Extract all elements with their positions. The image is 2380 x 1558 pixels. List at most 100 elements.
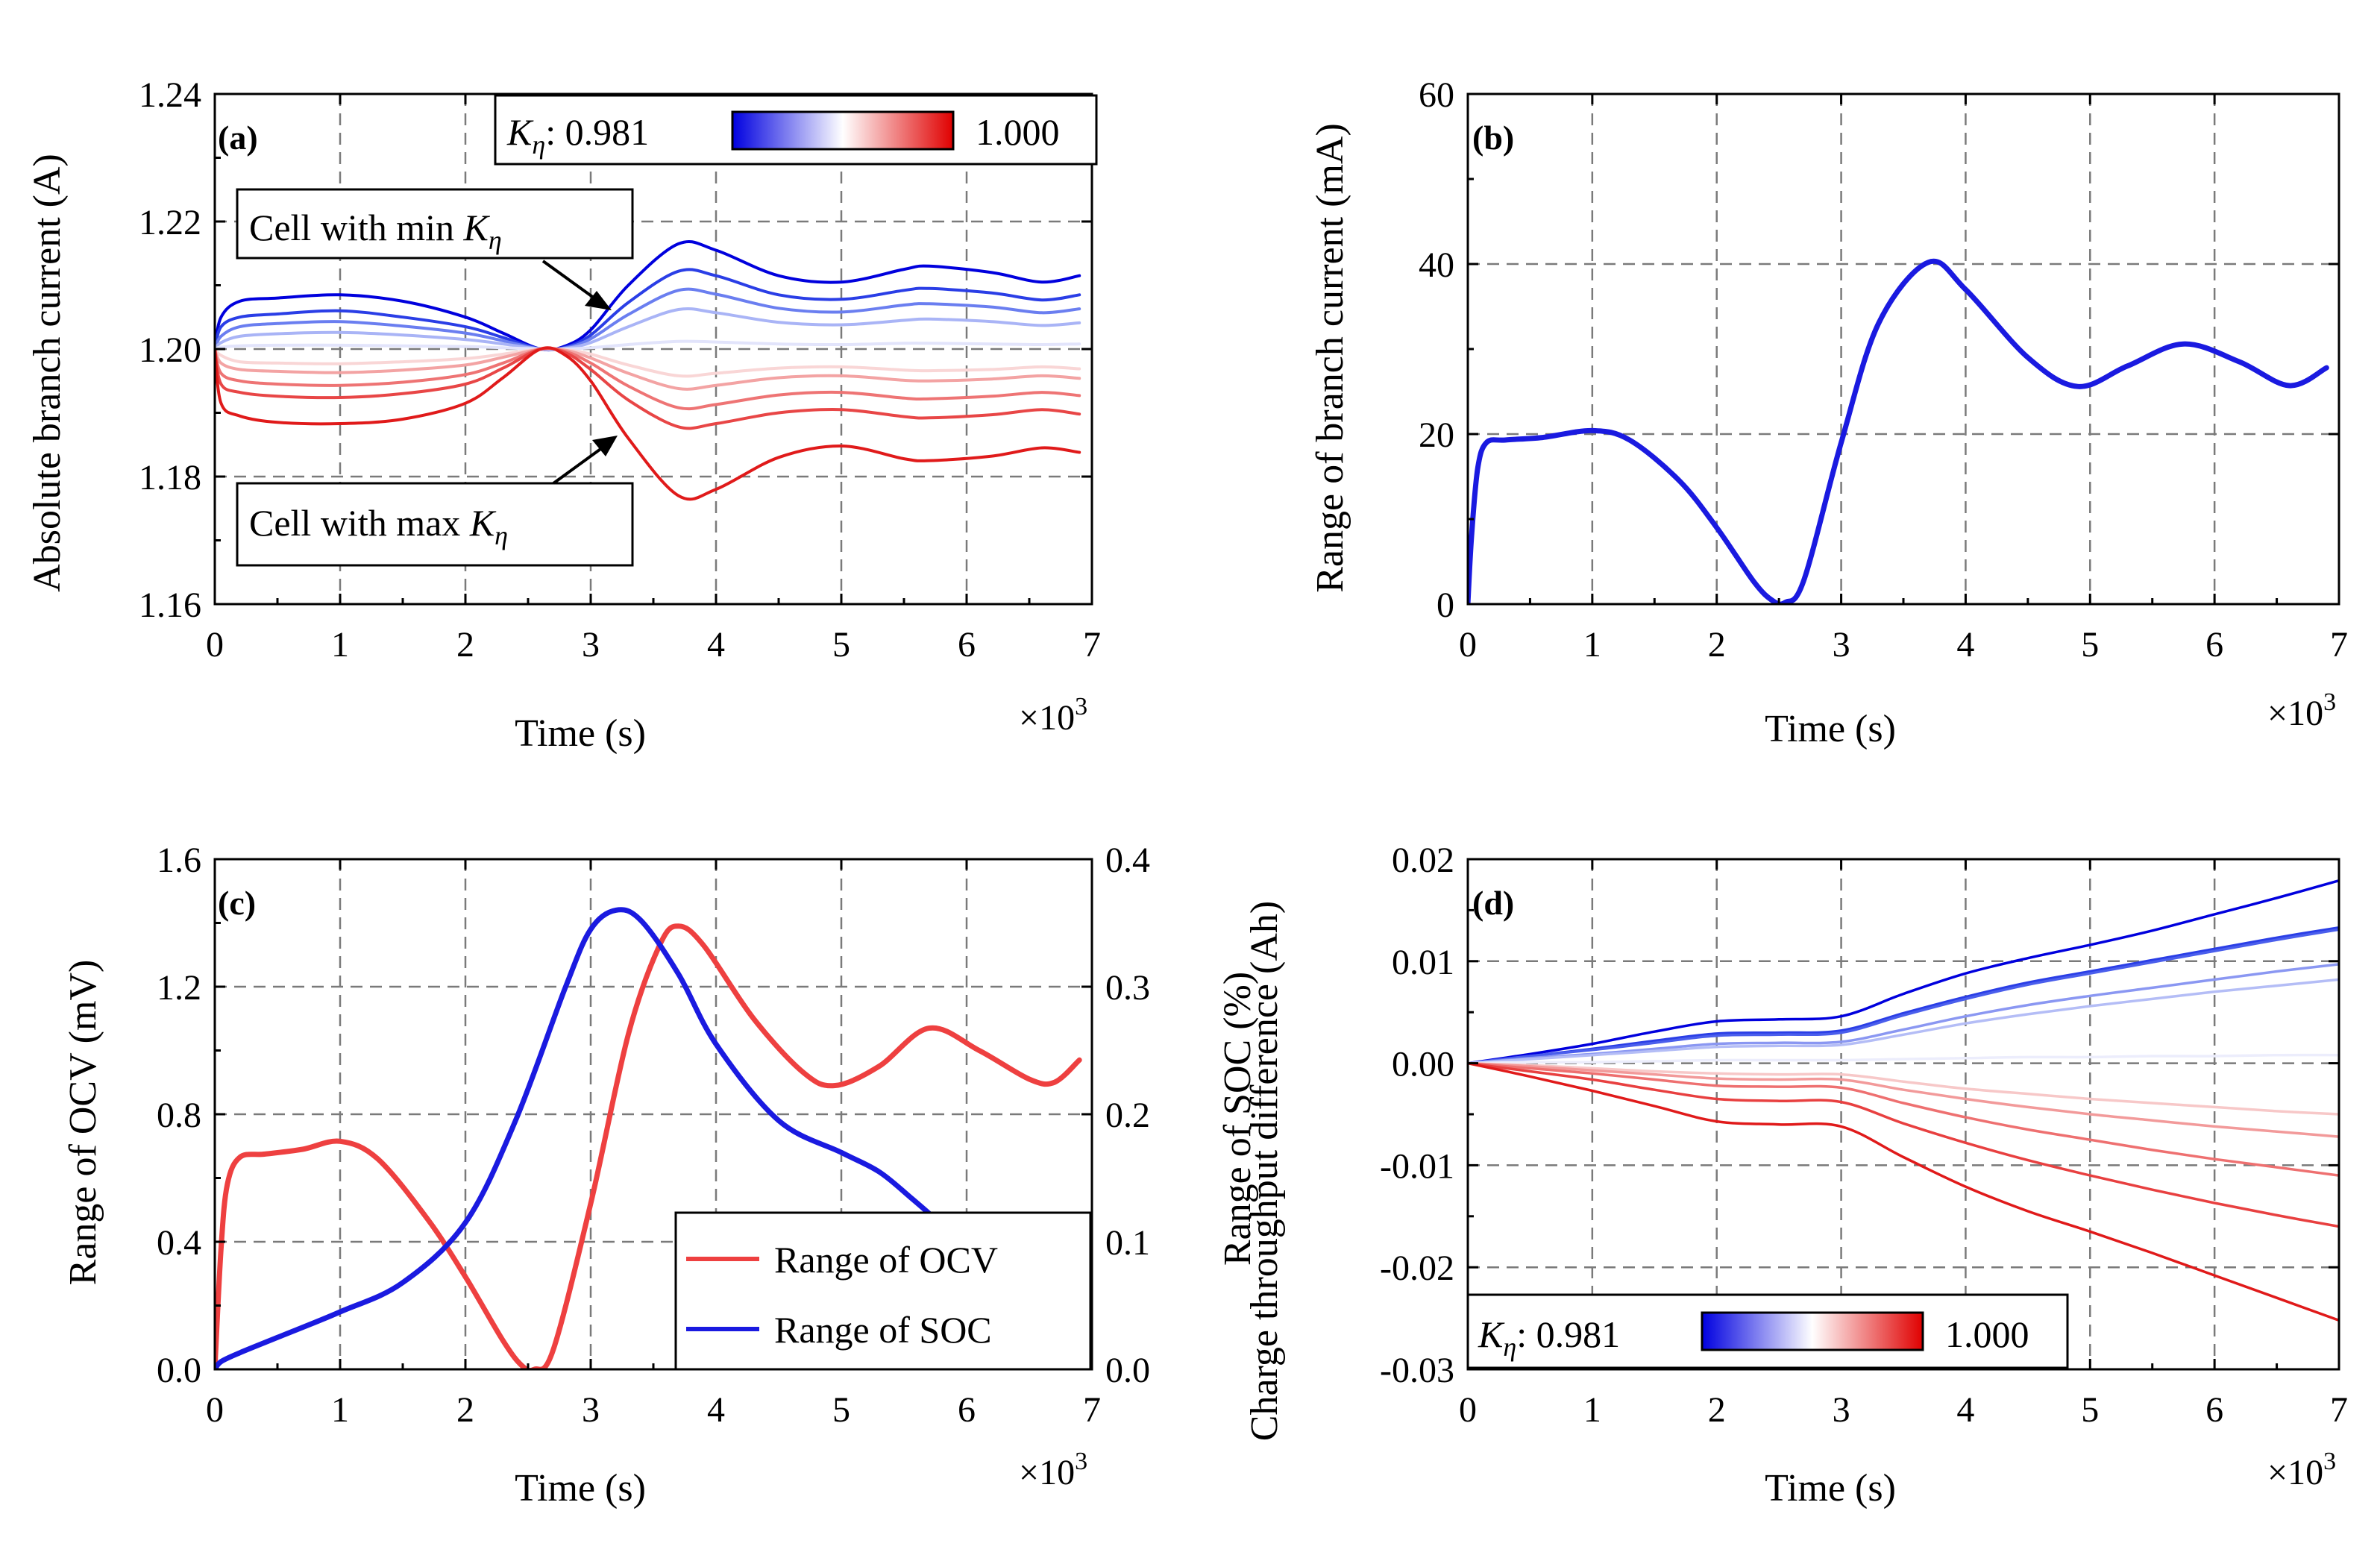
series-line-d-5: [1468, 1053, 2339, 1065]
annotation-max-text: Cell with max Kη: [249, 502, 508, 550]
x-tick-label: 6: [958, 625, 976, 665]
y-tick-label: -0.02: [1380, 1248, 1454, 1288]
y-tick-label: 0.8: [157, 1096, 201, 1135]
panel-a-y-label: Absolute branch current (A): [26, 154, 69, 592]
series-line-b-0: [1468, 258, 2329, 604]
annotation-max-arrow-line: [552, 446, 604, 485]
series-line-d-8: [1468, 1061, 2339, 1177]
series-line-a-2: [215, 287, 1081, 351]
panel-d-y-label: Charge throughput difference (Ah): [1243, 901, 1286, 1441]
panel-b-x-tick-labels: 0 1 2 3 4 5 6 7: [1459, 625, 2348, 665]
series-line-a-8: [215, 346, 1081, 430]
series-line-d-2: [1468, 928, 2339, 1065]
panel-b-x-label: Time (s): [1765, 708, 1896, 750]
panel-c-x-multiplier: ×103: [1019, 1448, 1087, 1492]
series-line-a-5: [215, 347, 1081, 378]
y-tick-label: -0.01: [1380, 1146, 1454, 1186]
annotation-min-text: Cell with min Kη: [249, 207, 502, 255]
panel-a: 0 1 2 3 4 5 6 7 1.16 1.18 1.20 1.22 1.24 (a) Time (…: [26, 75, 1101, 755]
panel-a-annotation-max: Cell with max Kη: [236, 436, 634, 567]
y-tick-label: 1.18: [139, 458, 201, 497]
panel-a-x-multiplier: ×103: [1019, 693, 1087, 738]
panel-d-colorbar-max-label: 1.000: [1945, 1313, 2029, 1355]
panel-d-ticks: [1466, 858, 2340, 1371]
panel-c-y-label: Range of OCV (mV): [62, 960, 104, 1286]
annotation-min-box: [236, 188, 634, 260]
series-line-d-7: [1468, 1061, 2339, 1138]
panel-b-y-tick-labels: 0 20 40 60: [1419, 75, 1454, 625]
y-tick-label: 1.2: [157, 968, 201, 1008]
y-tick-label: 0.02: [1392, 841, 1454, 880]
panel-d-grid: [1468, 859, 2339, 1369]
y-right-tick-label: 0.1: [1105, 1223, 1150, 1263]
panel-b: 0 1 2 3 4 5 6 7 0 20 40 60 (b) Time (s) Range of b…: [1309, 75, 2348, 750]
panel-b-ticks: [1466, 92, 2340, 606]
x-tick-label: 0: [1459, 625, 1477, 665]
panel-d-frame: [1466, 858, 2340, 1371]
x-tick-label: 3: [582, 1390, 600, 1430]
panel-c: 0 1 2 3 4 5 6 7 0.0 0.4 0.8 1.2 1.6 0.0 0.1 0.2 0.3 0.4…: [62, 841, 1259, 1510]
panel-d-x-label: Time (s): [1765, 1467, 1896, 1510]
x-tick-label: 1: [1583, 1390, 1601, 1430]
panel-d-colorbar-gradient: [1701, 1311, 1924, 1351]
panel-b-tag: (b): [1472, 119, 1514, 157]
series-line-d-1: [1468, 926, 2339, 1065]
panel-a-y-tick-labels: 1.16 1.18 1.20 1.22 1.24: [139, 75, 201, 625]
series-line-c-0: [215, 923, 1082, 1369]
x-tick-label: 6: [958, 1390, 976, 1430]
annotation-max-box: [236, 482, 634, 567]
panel-d-x-tick-labels: 0 1 2 3 4 5 6 7: [1459, 1390, 2348, 1430]
series-line-a-1: [215, 268, 1081, 351]
y-tick-label: 0: [1437, 585, 1454, 625]
y-right-tick-label: 0.2: [1105, 1096, 1150, 1135]
panel-a-series: [215, 239, 1081, 501]
x-tick-label: 7: [2330, 1390, 2348, 1430]
series-line-c-1: [215, 907, 938, 1369]
panel-a-annotation-min: Cell with min Kη: [236, 188, 634, 310]
x-tick-label: 5: [2081, 625, 2099, 665]
x-tick-label: 2: [1708, 625, 1726, 665]
panel-c-y-right-tick-labels: 0.0 0.1 0.2 0.3 0.4: [1105, 841, 1150, 1390]
x-tick-label: 5: [2081, 1390, 2099, 1430]
x-tick-label: 2: [456, 625, 474, 665]
x-tick-label: 4: [707, 1390, 725, 1430]
x-tick-label: 1: [331, 625, 349, 665]
panel-d-series: [1468, 879, 2339, 1322]
x-tick-label: 7: [1083, 625, 1101, 665]
panel-b-x-multiplier: ×103: [2267, 688, 2336, 733]
panel-b-series: [1468, 258, 2329, 604]
panel-c-series: [215, 907, 1082, 1369]
x-tick-label: 4: [1956, 625, 1974, 665]
series-line-d-10: [1468, 1061, 2339, 1322]
x-tick-label: 7: [1083, 1390, 1101, 1430]
x-tick-label: 4: [1956, 1390, 1974, 1430]
x-tick-label: 1: [1583, 625, 1601, 665]
series-line-a-4: [215, 339, 1081, 351]
y-right-tick-label: 0.0: [1105, 1351, 1150, 1390]
panel-d-x-multiplier: ×103: [2267, 1448, 2336, 1492]
x-tick-label: 5: [832, 1390, 850, 1430]
series-line-a-3: [215, 307, 1081, 351]
series-line-a-7: [215, 346, 1081, 411]
x-tick-label: 0: [206, 1390, 224, 1430]
x-tick-label: 3: [1833, 1390, 1850, 1430]
x-tick-label: 7: [2330, 625, 2348, 665]
y-tick-label: 0.0: [157, 1351, 201, 1390]
panel-a-colorbar-symbol: Kη: 0.981: [506, 111, 649, 160]
panel-a-tag: (a): [218, 119, 258, 157]
x-tick-label: 6: [2205, 1390, 2223, 1430]
x-tick-label: 2: [456, 1390, 474, 1430]
x-tick-label: 3: [582, 625, 600, 665]
y-tick-label: 20: [1419, 415, 1454, 455]
panel-c-y-right-label: Range of SOC (%): [1216, 972, 1259, 1266]
panel-a-ticks: [213, 92, 1093, 606]
y-right-tick-label: 0.4: [1105, 841, 1150, 880]
y-tick-label: 0.01: [1392, 943, 1454, 982]
panel-a-x-label: Time (s): [515, 712, 646, 755]
series-line-d-4: [1468, 978, 2339, 1065]
legend-soc-label: Range of SOC: [774, 1309, 992, 1351]
y-tick-label: 1.20: [139, 330, 201, 370]
series-line-a-0: [215, 239, 1081, 352]
panel-c-x-label: Time (s): [515, 1467, 646, 1510]
